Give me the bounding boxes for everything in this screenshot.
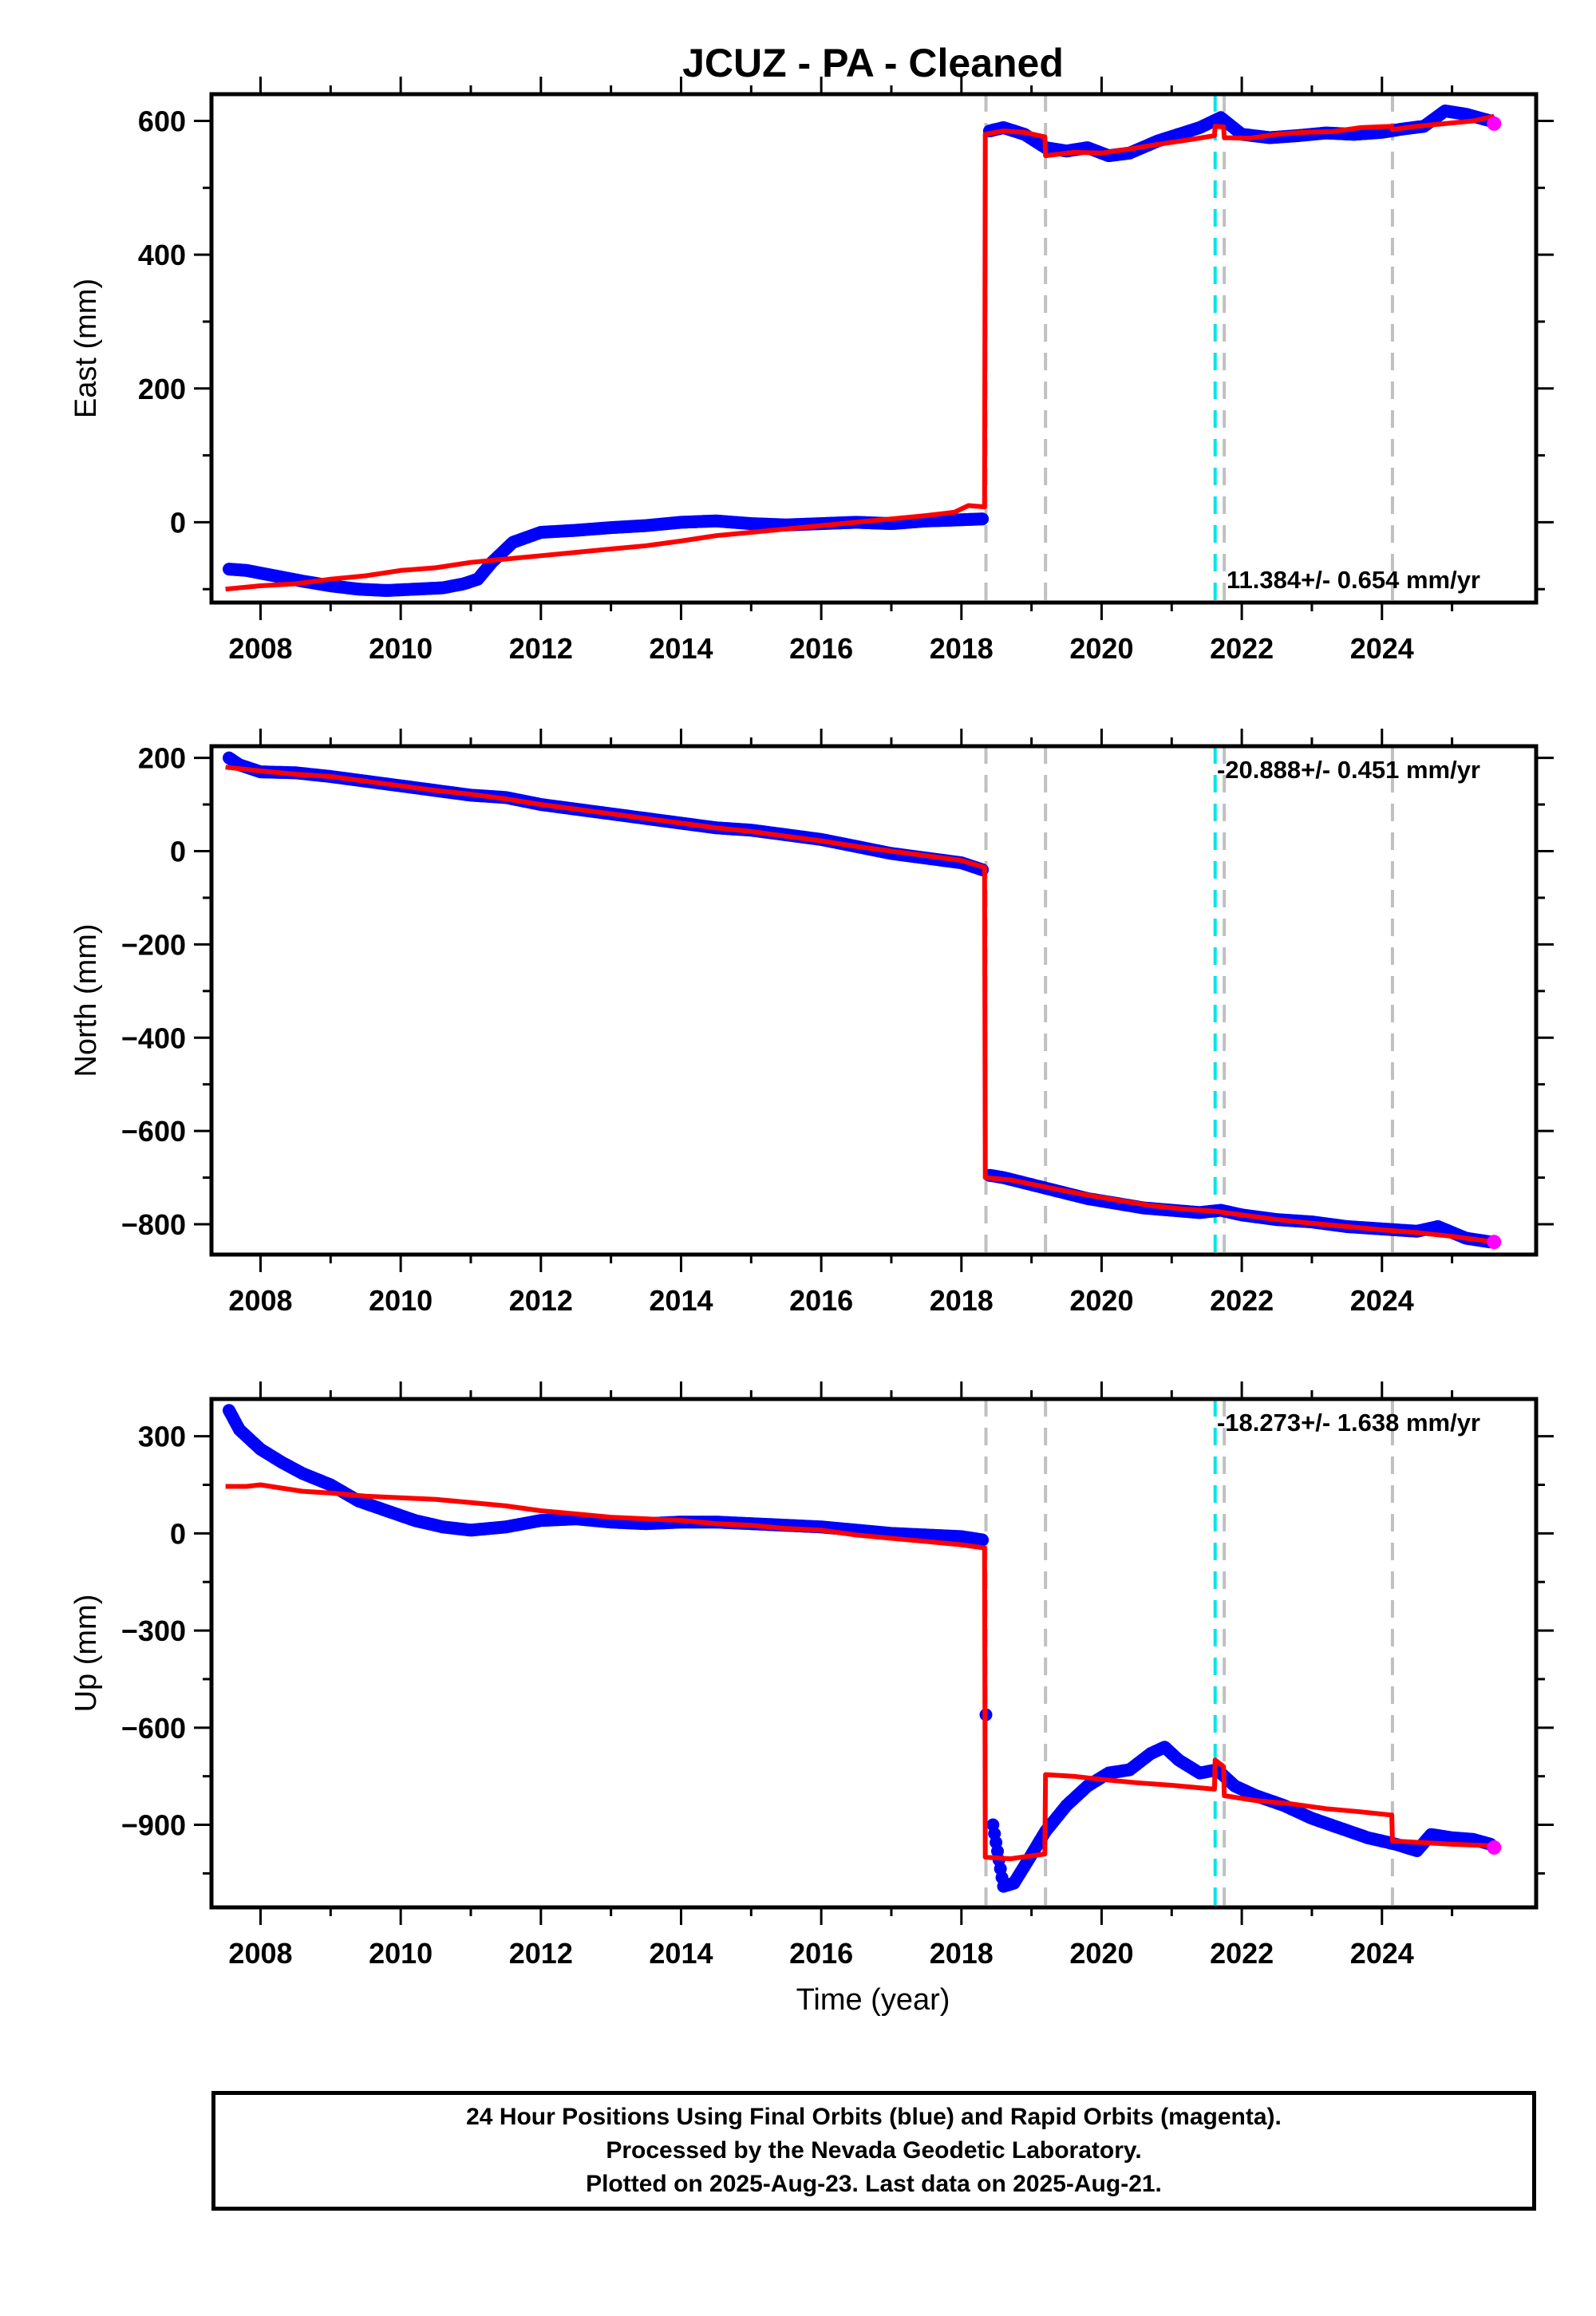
data-point <box>976 512 990 526</box>
rapid-point <box>1487 116 1502 131</box>
x-tick-label: 2012 <box>509 1284 573 1317</box>
footer-box: 24 Hour Positions Using Final Orbits (bl… <box>211 2091 1536 2211</box>
footer-line-3: Plotted on 2025-Aug-23. Last data on 202… <box>586 2171 1162 2197</box>
model-line-north <box>225 765 1495 1245</box>
x-tick-label: 2010 <box>369 632 433 665</box>
x-tick-label: 2012 <box>509 1937 573 1970</box>
x-tick-label: 2022 <box>1210 632 1274 665</box>
x-tick-label: 2014 <box>649 1937 713 1970</box>
x-tick-label: 2008 <box>228 632 292 665</box>
footer-line-1: 24 Hour Positions Using Final Orbits (bl… <box>466 2104 1282 2130</box>
data-series-east <box>223 105 1497 597</box>
panel-east: 2008 2010 2012 2014 2016 2018 2020 2022 2024 0 200… <box>69 77 1554 665</box>
y-tick-label: 0 <box>170 835 186 868</box>
x-tick-label: 2022 <box>1210 1937 1274 1970</box>
x-tick-label: 2024 <box>1350 1284 1414 1317</box>
x-tick-label: 2008 <box>228 1284 292 1317</box>
x-tick-label: 2010 <box>369 1937 433 1970</box>
x-tick-label: 2016 <box>789 1937 853 1970</box>
y-tick-label: −400 <box>121 1022 186 1054</box>
x-tick-label: 2020 <box>1069 632 1133 665</box>
y-tick-label: −800 <box>121 1208 186 1241</box>
x-tick-label: 2008 <box>228 1937 292 1970</box>
plot-area-north <box>211 746 1536 1255</box>
plot-frame-north <box>209 744 1539 1257</box>
panels: 2008 2010 2012 2014 2016 2018 2020 2022 20240200… <box>69 77 1554 1970</box>
footer-line-2: Processed by the Nevada Geodetic Laborat… <box>606 2137 1142 2164</box>
data-point <box>976 1533 990 1547</box>
x-tick-label: 2018 <box>930 1284 994 1317</box>
x-tick-label: 2010 <box>369 1284 433 1317</box>
x-tick-label: 2012 <box>509 632 573 665</box>
x-tick-label: 2014 <box>649 632 713 665</box>
y-tick-label: 400 <box>138 239 186 271</box>
x-axis-label: Time (year) <box>796 1983 950 2017</box>
y-axis-label-up: Up (mm) <box>69 1595 103 1713</box>
model-line-up <box>225 1482 1495 1862</box>
y-axis-label-east: East (mm) <box>69 279 103 418</box>
rate-label-up: -18.273+/- 1.638 mm/yr <box>1217 1409 1480 1437</box>
x-tick-label: 2024 <box>1350 1937 1414 1970</box>
y-tick-label: 600 <box>138 105 186 138</box>
y-tick-label: 0 <box>170 1517 186 1550</box>
x-tick-label: 2018 <box>930 632 994 665</box>
y-tick-label: −600 <box>121 1712 186 1745</box>
y-axis-label-north: North (mm) <box>69 923 103 1077</box>
rate-label-north: -20.888+/- 0.451 mm/yr <box>1217 756 1480 784</box>
x-tick-label: 2020 <box>1069 1937 1133 1970</box>
x-tick-label: 2018 <box>930 1937 994 1970</box>
x-tick-label: 2020 <box>1069 1284 1133 1317</box>
model-line-east <box>225 113 1495 592</box>
plot-frame-east <box>209 92 1539 605</box>
x-tick-label: 2022 <box>1210 1284 1274 1317</box>
rapid-point <box>1487 1840 1502 1855</box>
y-tick-label: 0 <box>170 506 186 539</box>
y-tick-label: 200 <box>138 742 186 775</box>
y-tick-label: 300 <box>138 1421 186 1453</box>
rate-label-east: 11.384+/- 0.654 mm/yr <box>1227 566 1480 594</box>
y-tick-label: 200 <box>138 373 186 405</box>
panel-north: 2008 2010 2012 2014 2016 2018 2020 2022 2024 −800… <box>69 729 1554 1317</box>
x-tick-label: 2014 <box>649 1284 713 1317</box>
y-tick-label: −300 <box>121 1614 186 1647</box>
figure-title: JCUZ - PA - Cleaned <box>682 41 1064 85</box>
rapid-point <box>1487 1235 1502 1250</box>
x-tick-label: 2024 <box>1350 632 1414 665</box>
y-tick-label: −900 <box>121 1809 186 1842</box>
plot-frame-up <box>209 1397 1539 1910</box>
y-tick-label: −600 <box>121 1115 186 1148</box>
y-tick-label: −200 <box>121 928 186 961</box>
panel-up: 2008 2010 2012 2014 2016 2018 2020 2022 2024 −900… <box>69 1381 1554 1970</box>
x-tick-label: 2016 <box>789 632 853 665</box>
x-tick-label: 2016 <box>789 1284 853 1317</box>
